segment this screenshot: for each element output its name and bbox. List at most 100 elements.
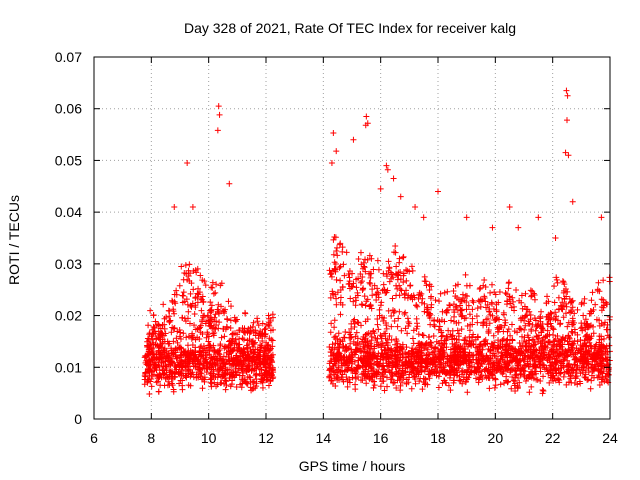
data-point	[590, 356, 597, 363]
data-point	[526, 355, 533, 362]
data-point	[515, 224, 522, 231]
data-point	[398, 327, 405, 334]
data-point	[333, 148, 340, 155]
data-point	[483, 374, 490, 381]
data-point	[223, 323, 230, 330]
data-point	[332, 260, 339, 267]
data-point	[213, 281, 220, 288]
data-point	[184, 276, 191, 283]
data-point	[455, 362, 462, 369]
data-point	[481, 295, 488, 302]
data-point	[350, 366, 357, 373]
data-point	[355, 275, 362, 282]
data-point	[537, 368, 544, 375]
data-point	[351, 323, 358, 330]
data-point	[215, 103, 222, 110]
data-point	[142, 369, 149, 376]
data-point	[452, 341, 459, 348]
data-point	[530, 375, 537, 382]
data-point	[568, 342, 575, 349]
data-point	[492, 382, 499, 389]
data-point	[201, 312, 208, 319]
data-point	[422, 357, 429, 364]
data-point	[424, 363, 431, 370]
data-point	[169, 373, 176, 380]
data-point	[499, 370, 506, 377]
data-point	[564, 92, 571, 99]
data-point	[557, 340, 564, 347]
data-point	[511, 368, 518, 375]
data-point	[595, 279, 602, 286]
data-point	[603, 301, 610, 308]
data-point	[489, 375, 496, 382]
data-point	[582, 374, 589, 381]
data-point	[522, 290, 529, 297]
data-point	[439, 367, 446, 374]
data-point	[564, 117, 570, 124]
data-point	[182, 360, 189, 367]
data-point	[564, 323, 571, 330]
data-point	[356, 341, 363, 348]
data-point	[588, 297, 595, 304]
data-point	[381, 287, 388, 294]
data-point	[506, 293, 513, 300]
data-point	[515, 359, 522, 366]
data-point	[358, 348, 365, 355]
data-point	[259, 337, 266, 344]
data-point	[462, 271, 469, 278]
data-point	[210, 370, 217, 377]
data-point	[352, 342, 359, 349]
data-point	[250, 379, 257, 386]
data-point	[241, 349, 248, 356]
data-point	[463, 360, 470, 367]
data-point	[486, 385, 493, 392]
data-point	[490, 332, 497, 339]
data-point	[370, 378, 377, 385]
data-point	[520, 352, 527, 359]
data-point	[455, 330, 462, 337]
data-point	[359, 362, 366, 369]
data-point	[144, 342, 151, 349]
data-point	[344, 358, 351, 365]
data-point	[501, 380, 508, 387]
data-point	[581, 300, 588, 307]
data-point	[528, 293, 535, 300]
data-point	[477, 284, 484, 291]
data-point	[420, 332, 427, 339]
data-point	[603, 351, 610, 358]
data-point	[551, 359, 558, 366]
data-point	[418, 360, 425, 367]
y-tick-label: 0.04	[55, 204, 82, 220]
data-point	[461, 368, 468, 375]
data-point	[544, 344, 551, 351]
data-point	[177, 344, 184, 351]
data-point	[373, 297, 380, 304]
data-point	[496, 288, 503, 295]
data-point	[339, 248, 346, 255]
data-point	[145, 348, 152, 355]
data-point	[561, 337, 568, 344]
data-point	[409, 296, 416, 303]
data-point	[540, 361, 547, 368]
data-point	[591, 353, 598, 360]
data-point	[476, 286, 483, 293]
data-point	[550, 348, 557, 355]
data-point	[239, 335, 246, 342]
x-tick-label: 12	[258, 430, 274, 446]
data-point	[457, 354, 464, 361]
data-point	[210, 324, 217, 331]
data-point	[445, 382, 452, 389]
data-point	[396, 308, 403, 315]
data-point	[229, 356, 236, 363]
data-point	[579, 324, 586, 331]
data-point	[162, 365, 169, 372]
data-point	[327, 329, 334, 336]
data-point	[508, 385, 515, 392]
data-point	[205, 320, 212, 327]
data-point	[402, 358, 409, 365]
data-point	[337, 311, 344, 318]
data-point	[527, 368, 534, 375]
data-point	[247, 384, 254, 391]
data-point	[150, 330, 157, 337]
data-point	[226, 180, 233, 187]
